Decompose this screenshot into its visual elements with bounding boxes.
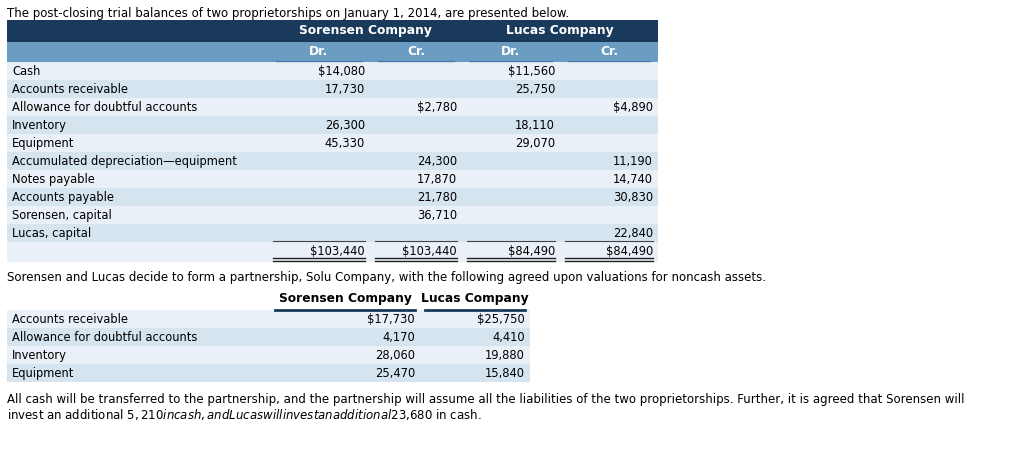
Bar (7, 224, 658, 242)
Text: 18,110: 18,110 (515, 119, 555, 132)
Text: Sorensen, capital: Sorensen, capital (12, 209, 112, 222)
Text: Accounts receivable: Accounts receivable (12, 83, 128, 96)
Text: Accumulated depreciation—equipment: Accumulated depreciation—equipment (12, 155, 237, 168)
Bar (7, 170, 658, 188)
Bar (7, 20, 658, 42)
Text: 4,170: 4,170 (382, 331, 415, 344)
Text: 45,330: 45,330 (325, 137, 365, 150)
Text: Sorensen Company: Sorensen Company (279, 292, 412, 305)
Bar (7, 98, 658, 116)
Text: $25,750: $25,750 (477, 313, 525, 326)
Text: 14,740: 14,740 (613, 173, 653, 186)
Text: 17,730: 17,730 (325, 83, 365, 96)
Bar (7, 116, 658, 134)
Text: Inventory: Inventory (12, 119, 67, 132)
Text: Cr.: Cr. (407, 45, 425, 58)
Bar (7, 242, 658, 262)
Text: 25,470: 25,470 (375, 367, 415, 380)
Text: Accounts payable: Accounts payable (12, 191, 114, 204)
Text: 17,870: 17,870 (417, 173, 457, 186)
Bar (7, 134, 658, 152)
Text: 30,830: 30,830 (613, 191, 653, 204)
Bar (7, 346, 530, 364)
Text: 29,070: 29,070 (515, 137, 555, 150)
Bar (7, 310, 530, 328)
Text: Lucas Company: Lucas Company (421, 292, 528, 305)
Text: 25,750: 25,750 (515, 83, 555, 96)
Text: 21,780: 21,780 (417, 191, 457, 204)
Text: Dr.: Dr. (309, 45, 329, 58)
Text: Cash: Cash (12, 65, 40, 78)
Text: The post-closing trial balances of two proprietorships on January 1, 2014, are p: The post-closing trial balances of two p… (7, 7, 569, 20)
Text: 4,410: 4,410 (493, 331, 525, 344)
Bar (7, 206, 658, 224)
Text: Notes payable: Notes payable (12, 173, 95, 186)
Text: 11,190: 11,190 (613, 155, 653, 168)
Text: Equipment: Equipment (12, 137, 75, 150)
Text: Lucas Company: Lucas Company (506, 24, 613, 37)
Text: 19,880: 19,880 (485, 349, 525, 362)
Bar (7, 42, 658, 62)
Bar (7, 188, 658, 206)
Text: 24,300: 24,300 (417, 155, 457, 168)
Text: Dr.: Dr. (502, 45, 520, 58)
Bar (7, 80, 658, 98)
Bar (7, 364, 530, 382)
Text: Sorensen and Lucas decide to form a partnership, Solu Company, with the followin: Sorensen and Lucas decide to form a part… (7, 271, 766, 284)
Text: $84,490: $84,490 (606, 245, 653, 258)
Text: $11,560: $11,560 (508, 65, 555, 78)
Text: 28,060: 28,060 (375, 349, 415, 362)
Text: Allowance for doubtful accounts: Allowance for doubtful accounts (12, 101, 198, 114)
Bar (7, 152, 658, 170)
Bar (7, 288, 530, 310)
Text: 22,840: 22,840 (613, 227, 653, 240)
Bar (7, 62, 658, 80)
Text: Inventory: Inventory (12, 349, 67, 362)
Text: 36,710: 36,710 (417, 209, 457, 222)
Text: 15,840: 15,840 (485, 367, 525, 380)
Text: $2,780: $2,780 (417, 101, 457, 114)
Text: Allowance for doubtful accounts: Allowance for doubtful accounts (12, 331, 198, 344)
Text: invest an additional $5,210 in cash, and Lucas will invest an additional $23,680: invest an additional $5,210 in cash, and… (7, 407, 481, 422)
Text: 26,300: 26,300 (325, 119, 365, 132)
Text: Lucas, capital: Lucas, capital (12, 227, 91, 240)
Text: Accounts receivable: Accounts receivable (12, 313, 128, 326)
Text: $4,890: $4,890 (613, 101, 653, 114)
Text: $17,730: $17,730 (368, 313, 415, 326)
Bar (7, 328, 530, 346)
Text: $103,440: $103,440 (310, 245, 365, 258)
Text: Cr.: Cr. (600, 45, 618, 58)
Text: $14,080: $14,080 (317, 65, 365, 78)
Text: Sorensen Company: Sorensen Company (299, 24, 431, 37)
Text: Equipment: Equipment (12, 367, 75, 380)
Text: All cash will be transferred to the partnership, and the partnership will assume: All cash will be transferred to the part… (7, 393, 965, 406)
Text: $84,490: $84,490 (508, 245, 555, 258)
Text: $103,440: $103,440 (402, 245, 457, 258)
